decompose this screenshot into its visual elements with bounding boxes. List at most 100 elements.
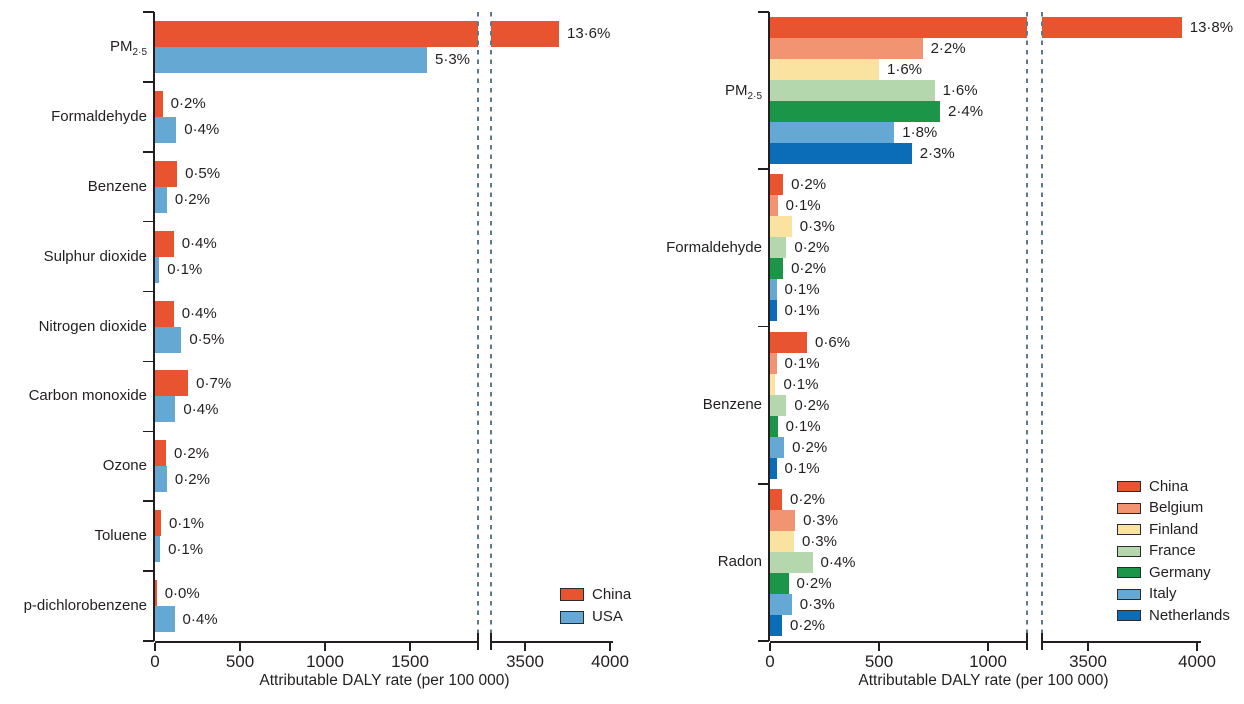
bar-usa bbox=[155, 116, 177, 143]
y-axis-group-tick bbox=[143, 360, 154, 363]
bar-italy bbox=[770, 122, 895, 144]
bar-china bbox=[155, 580, 157, 607]
legend-label-netherlands: Netherlands bbox=[1149, 606, 1230, 624]
category-label: Toluene bbox=[94, 527, 147, 545]
bar-value-label: 0·4% bbox=[183, 400, 219, 418]
bar-usa bbox=[155, 326, 182, 353]
y-axis-group-tick bbox=[758, 168, 769, 171]
bar-value-label: 0·1% bbox=[784, 302, 820, 320]
bar-value-label: 0·3% bbox=[803, 511, 839, 529]
bar-value-label: 0·2% bbox=[174, 444, 210, 462]
legend-label-usa: USA bbox=[592, 608, 623, 625]
legend-label-france: France bbox=[1149, 542, 1196, 559]
bar-france bbox=[770, 394, 787, 416]
legend-label-belgium: Belgium bbox=[1149, 499, 1204, 516]
bar-finland bbox=[770, 373, 776, 395]
category-label: Sulphur dioxide bbox=[43, 247, 147, 265]
bar-value-label: 0·5% bbox=[185, 165, 221, 183]
y-axis-group-tick bbox=[143, 220, 154, 223]
bar-belgium bbox=[770, 195, 778, 217]
bar-belgium bbox=[770, 38, 923, 60]
bar-china bbox=[770, 331, 808, 353]
bar-usa bbox=[155, 46, 427, 73]
bar-value-label: 0·4% bbox=[181, 235, 217, 253]
y-axis-group-tick bbox=[143, 81, 154, 83]
category-label: Ozone bbox=[102, 457, 147, 475]
legend-swatch-france bbox=[1117, 545, 1141, 557]
x-axis-tick-label: 4000 bbox=[1178, 652, 1216, 671]
bar-value-label: 2·2% bbox=[930, 40, 966, 58]
bar-value-label: 13·6% bbox=[567, 25, 611, 43]
y-axis-line bbox=[153, 12, 155, 641]
bar-value-label: 0·7% bbox=[196, 374, 232, 392]
bar-value-label: 0·1% bbox=[168, 514, 204, 532]
x-axis-tick bbox=[1196, 642, 1198, 651]
y-axis-group-tick bbox=[143, 290, 154, 293]
x-axis-tick bbox=[239, 642, 241, 651]
legend-label-china: China bbox=[592, 585, 632, 603]
axis-break-dashed-line bbox=[490, 12, 492, 641]
bar-value-label: 0·4% bbox=[182, 610, 218, 628]
bar-value-label: 0·1% bbox=[784, 281, 820, 299]
bar-france bbox=[770, 551, 813, 573]
bar-germany bbox=[770, 258, 784, 280]
category-label: Carbon monoxide bbox=[28, 387, 147, 405]
bar-netherlands bbox=[770, 457, 777, 479]
y-axis-group-tick bbox=[758, 325, 769, 328]
bar-value-label: 0·4% bbox=[184, 121, 220, 139]
category-label: Benzene bbox=[87, 177, 147, 195]
bar-china bbox=[770, 17, 1028, 39]
bar-usa bbox=[155, 396, 176, 423]
category-label: PM2·5 bbox=[725, 81, 762, 102]
bar-value-label: 0·2% bbox=[792, 438, 828, 456]
axis-break-dashed-line bbox=[1026, 12, 1029, 641]
bar-china bbox=[155, 160, 178, 187]
y-axis-group-tick bbox=[143, 150, 154, 153]
y-axis-group-tick bbox=[143, 640, 154, 642]
bar-value-label: 0·2% bbox=[789, 490, 826, 508]
bar-value-label: 0·2% bbox=[796, 574, 832, 592]
bar-china bbox=[155, 370, 189, 397]
bar-netherlands bbox=[770, 614, 782, 636]
bar-value-label: 1·6% bbox=[942, 82, 978, 100]
x-axis-tick bbox=[987, 642, 989, 651]
bar-value-label: 0·1% bbox=[168, 540, 204, 558]
x-axis-line bbox=[770, 641, 1028, 643]
bar-value-label: 1·8% bbox=[902, 124, 938, 142]
bar-value-label: 0·1% bbox=[785, 197, 821, 215]
bar-value-label: 0·6% bbox=[815, 333, 851, 351]
x-axis-tick-label: 500 bbox=[225, 652, 255, 671]
bar-value-label: 0·3% bbox=[799, 218, 835, 236]
legend-swatch-germany bbox=[1117, 567, 1141, 578]
legend-label-finland: Finland bbox=[1149, 520, 1199, 538]
bar-finland bbox=[770, 59, 879, 81]
x-axis-tick bbox=[609, 642, 611, 651]
bar-value-label: 0·0% bbox=[164, 584, 200, 602]
bar-value-label: 0·3% bbox=[801, 532, 837, 550]
bar-value-label: 2·4% bbox=[948, 103, 984, 121]
bar-italy bbox=[770, 593, 792, 615]
x-axis-tick bbox=[1087, 642, 1089, 651]
bar-china bbox=[1042, 17, 1182, 39]
category-label: p-dichlorobenzene bbox=[23, 597, 147, 615]
bar-finland bbox=[770, 530, 794, 552]
x-axis-tick-label: 1000 bbox=[306, 652, 344, 671]
bar-germany bbox=[770, 415, 778, 437]
bar-value-label: 5·3% bbox=[435, 51, 471, 69]
y-axis-group-tick bbox=[143, 570, 154, 572]
bar-value-label: 0·1% bbox=[784, 354, 820, 372]
bar-value-label: 0·5% bbox=[189, 331, 225, 348]
bar-value-label: 0·1% bbox=[784, 459, 820, 477]
legend-swatch-china bbox=[560, 588, 584, 601]
bar-china bbox=[155, 440, 167, 467]
bar-netherlands bbox=[770, 143, 912, 165]
category-label: Nitrogen dioxide bbox=[38, 317, 147, 335]
legend-swatch-belgium bbox=[1117, 502, 1141, 514]
bar-value-label: 0·2% bbox=[791, 176, 827, 194]
legend-swatch-italy bbox=[1117, 588, 1141, 600]
x-axis-tick bbox=[524, 642, 526, 651]
bar-italy bbox=[770, 436, 785, 458]
x-axis-tick-label: 1000 bbox=[969, 652, 1007, 671]
bar-value-label: 0·3% bbox=[799, 595, 835, 613]
